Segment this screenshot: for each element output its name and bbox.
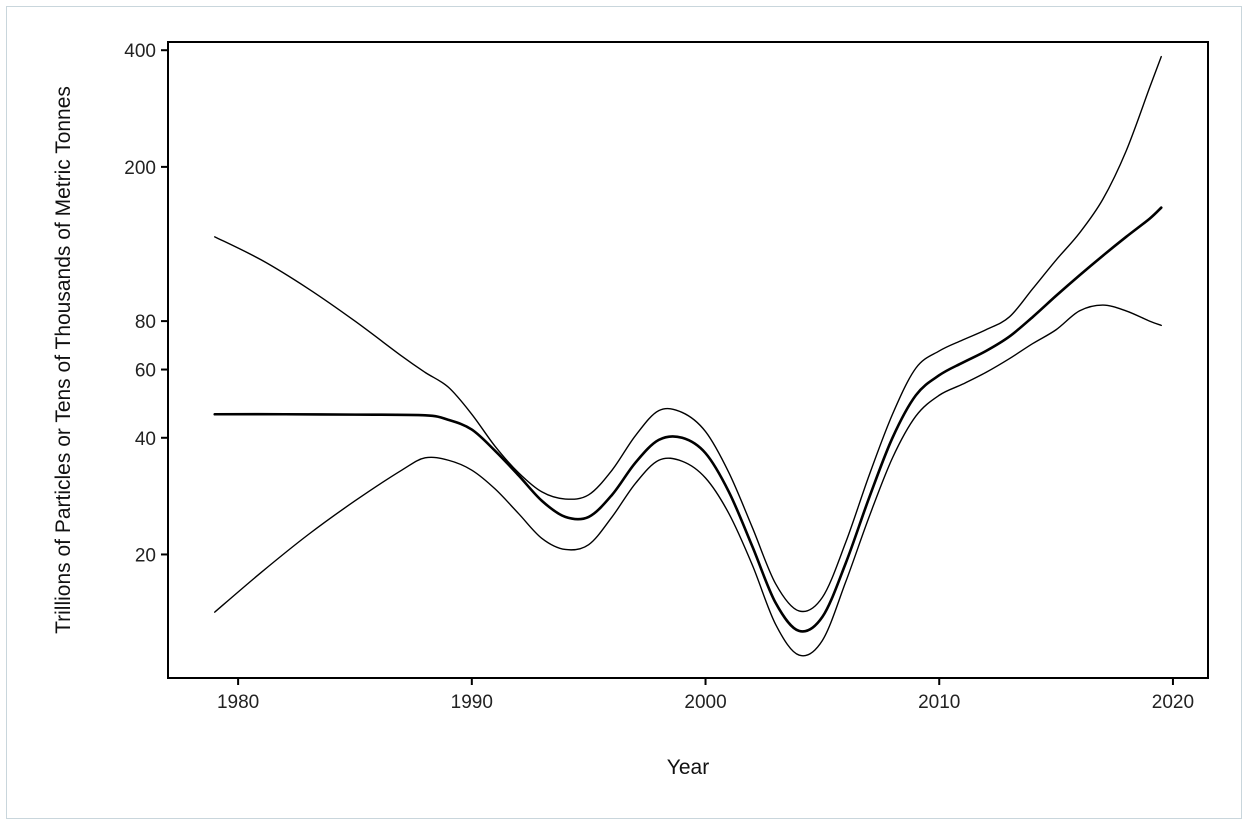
y-tick-label-80: 80 (135, 312, 156, 333)
x-tick-label-2020: 2020 (1152, 692, 1194, 713)
y-tick-label-200: 200 (124, 158, 156, 179)
series-line-lower-bound (214, 304, 1162, 657)
y-tick-label-40: 40 (135, 429, 156, 450)
y-axis: 20 40 60 80 200 400 (124, 41, 168, 566)
figure-frame (6, 6, 1242, 819)
x-axis-title: Year (667, 756, 709, 779)
x-axis: 1980 1990 2000 2010 2020 (217, 678, 1194, 713)
y-tick-label-20: 20 (135, 545, 156, 566)
y-axis-title: Trillions of Particles or Tens of Thousa… (52, 86, 75, 634)
series-line-upper-bound (214, 55, 1162, 613)
series-layer (213, 55, 1163, 657)
x-tick-label-1990: 1990 (451, 692, 493, 713)
series-line-estimate (213, 206, 1163, 633)
x-tick-label-2010: 2010 (918, 692, 960, 713)
y-tick-label-60: 60 (135, 361, 156, 382)
x-tick-label-1980: 1980 (217, 692, 259, 713)
plot-area (167, 41, 1209, 679)
y-tick-label-400: 400 (124, 41, 156, 62)
x-tick-label-2000: 2000 (684, 692, 726, 713)
